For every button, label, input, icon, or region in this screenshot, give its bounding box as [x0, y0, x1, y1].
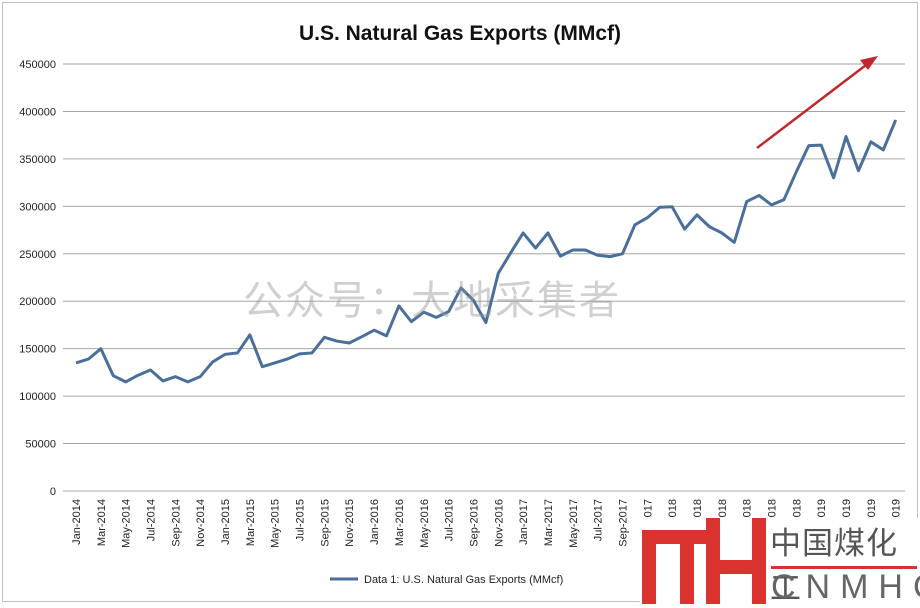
y-tick-label: 350000 — [19, 154, 56, 166]
y-tick-label: 100000 — [19, 391, 56, 403]
y-tick-label: 250000 — [19, 249, 56, 261]
x-tick-label: Jan-2017 — [518, 499, 530, 545]
y-tick-label: 200000 — [19, 296, 56, 308]
x-tick-label: Jan-2014 — [71, 499, 83, 545]
x-tick-label: Nov-2015 — [344, 499, 356, 547]
x-tick-label: Jul-2014 — [146, 499, 158, 541]
watermark: 公众号：大地采集者 — [243, 268, 621, 326]
x-tick-label: Jul-2016 — [444, 499, 456, 541]
x-tick-label: May-2017 — [568, 499, 580, 548]
x-tick-label: Jul-2017 — [593, 499, 605, 541]
x-tick-label: Jan-2016 — [369, 499, 381, 545]
x-tick-label: Jan-2015 — [220, 499, 232, 545]
logo-english-text: CNMHG — [771, 568, 920, 607]
chart-title: U.S. Natural Gas Exports (MMcf) — [299, 22, 621, 45]
x-tick-label: Mar-2015 — [245, 499, 257, 546]
x-tick-label: Sep-2014 — [170, 499, 182, 547]
y-tick-label: 150000 — [19, 344, 56, 356]
legend-label: Data 1: U.S. Natural Gas Exports (MMcf) — [364, 574, 563, 586]
x-tick-label: Sep-2015 — [319, 499, 331, 547]
x-tick-label: Mar-2016 — [394, 499, 406, 546]
x-tick-label: Jul-2015 — [295, 499, 307, 541]
mh-logo-icon — [640, 518, 770, 605]
x-tick-label: Mar-2017 — [543, 499, 555, 546]
x-tick-label: Nov-2016 — [493, 499, 505, 547]
x-tick-label: Sep-2017 — [617, 499, 629, 547]
x-tick-label: May-2015 — [270, 499, 282, 548]
trend-arrow — [757, 62, 870, 148]
x-tick-label: May-2014 — [121, 499, 133, 548]
y-tick-label: 450000 — [19, 59, 56, 71]
y-tick-label: 400000 — [19, 106, 56, 118]
y-tick-label: 50000 — [25, 439, 56, 451]
x-tick-label: Nov-2014 — [195, 499, 207, 547]
x-tick-label: Sep-2016 — [468, 499, 480, 547]
x-tick-label: Mar-2014 — [96, 499, 108, 546]
x-tick-label: May-2016 — [419, 499, 431, 548]
y-tick-label: 300000 — [19, 201, 56, 213]
y-tick-label: 0 — [50, 486, 56, 498]
cnmhg-logo: 中国煤化工 CNMHG — [640, 518, 920, 605]
